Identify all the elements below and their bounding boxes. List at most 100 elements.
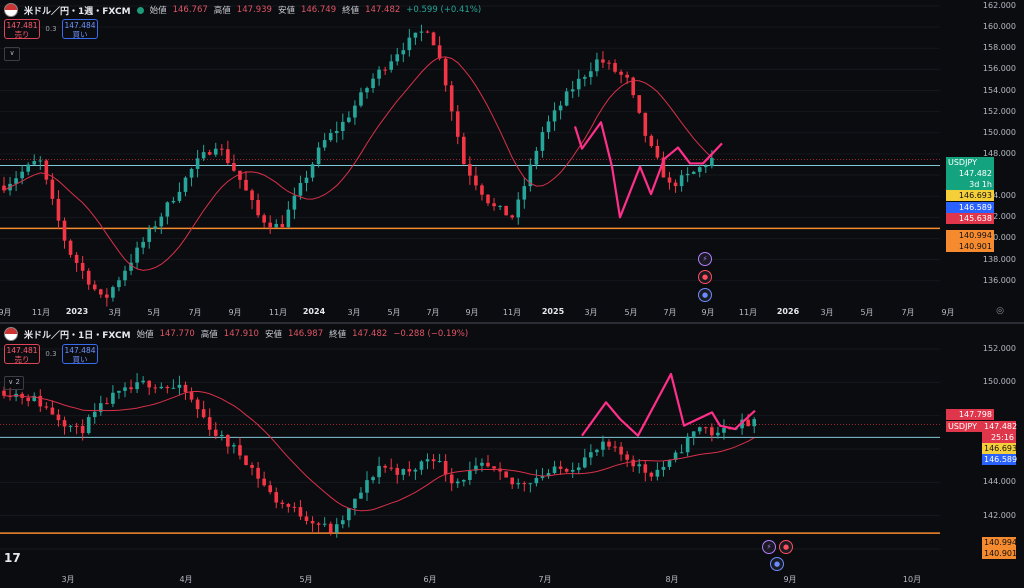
buy-button[interactable]: 147.484 買い bbox=[62, 344, 98, 364]
lightning-event-icon[interactable]: ⚡ bbox=[698, 252, 712, 266]
candle bbox=[383, 69, 387, 71]
candle bbox=[183, 177, 188, 192]
candle bbox=[177, 384, 182, 388]
weekly-symbol-title[interactable]: 米ドル／円・1週・FXCM bbox=[24, 6, 131, 17]
candle bbox=[304, 177, 309, 183]
candle bbox=[92, 411, 97, 418]
zigzag-drawing bbox=[573, 121, 723, 219]
spread-value: 0.3 bbox=[45, 25, 57, 33]
price-tick-label: 154.000 bbox=[982, 85, 1016, 95]
us-flag-event-icon[interactable]: ● bbox=[698, 288, 712, 302]
daily-candlestick-chart[interactable] bbox=[0, 324, 1024, 588]
time-tick-label: 2026 bbox=[776, 307, 800, 316]
daily-legend: 米ドル／円・1日・FXCM 始値 147.770 高値 147.910 安値 146.… bbox=[4, 327, 468, 341]
time-tick-label: 7月 bbox=[901, 308, 915, 317]
time-tick-label: 3月 bbox=[108, 308, 122, 317]
weekly-chart-pane[interactable]: 米ドル／円・1週・FXCM 始値 146.767 高値 147.939 安値 146.… bbox=[0, 0, 1024, 322]
candle bbox=[449, 85, 454, 112]
candle bbox=[207, 417, 212, 430]
blue-level-tag: 146.589 bbox=[982, 454, 1018, 465]
candle bbox=[68, 425, 73, 427]
candle bbox=[38, 160, 43, 162]
candle bbox=[316, 147, 321, 165]
collapse-legend-button[interactable]: ∨ 2 bbox=[4, 376, 24, 390]
candle bbox=[105, 403, 109, 405]
candle bbox=[613, 446, 617, 448]
candle bbox=[679, 175, 684, 187]
candle bbox=[334, 131, 339, 134]
time-tick-label: 7月 bbox=[538, 575, 552, 584]
candle bbox=[298, 507, 303, 517]
candle bbox=[14, 178, 18, 184]
candle bbox=[589, 452, 593, 458]
candle bbox=[226, 149, 230, 164]
candle bbox=[99, 403, 103, 412]
candle bbox=[667, 177, 672, 183]
moving-average-line bbox=[3, 390, 755, 512]
last-price-tag: 147.482 bbox=[946, 168, 994, 179]
open-label: 始値 bbox=[136, 330, 154, 340]
lightning-event-icon[interactable]: ⚡ bbox=[762, 540, 776, 554]
candle bbox=[389, 61, 393, 70]
candle bbox=[607, 441, 611, 447]
candle bbox=[68, 240, 73, 255]
candle bbox=[643, 112, 648, 136]
open-value: 146.767 bbox=[172, 5, 208, 15]
sell-label: 売り bbox=[14, 30, 30, 39]
candle bbox=[504, 205, 508, 216]
candle bbox=[292, 195, 297, 210]
candle bbox=[334, 524, 339, 533]
candle bbox=[274, 492, 279, 503]
candle bbox=[576, 467, 581, 470]
candle bbox=[401, 469, 406, 475]
time-tick-label: 5月 bbox=[299, 575, 313, 584]
candle bbox=[80, 262, 85, 271]
candle bbox=[359, 92, 363, 106]
sell-button[interactable]: 147.481 売り bbox=[4, 19, 40, 39]
blue-level-tag: 146.589 bbox=[946, 202, 994, 213]
candle bbox=[710, 157, 714, 167]
candle bbox=[649, 472, 654, 477]
candle bbox=[534, 477, 539, 484]
time-tick-label: 3月 bbox=[820, 308, 834, 317]
candle bbox=[238, 445, 242, 456]
candle bbox=[141, 241, 145, 248]
candle bbox=[486, 462, 490, 467]
candle bbox=[353, 105, 357, 118]
sell-button[interactable]: 147.481 売り bbox=[4, 344, 40, 364]
candle bbox=[643, 464, 648, 473]
buy-button[interactable]: 147.484 買い bbox=[62, 19, 98, 39]
us-flag-event-icon[interactable]: ● bbox=[770, 557, 784, 571]
candle bbox=[431, 32, 436, 46]
pane-divider[interactable] bbox=[0, 322, 1024, 324]
candle bbox=[462, 136, 466, 165]
tradingview-logo[interactable]: 17 bbox=[4, 551, 21, 565]
spread-value: 0.3 bbox=[45, 350, 57, 358]
collapse-legend-button[interactable]: ∨ bbox=[4, 47, 20, 61]
candle bbox=[564, 91, 569, 106]
time-tick-label: 5月 bbox=[147, 308, 161, 317]
candle bbox=[99, 289, 103, 295]
daily-symbol-title[interactable]: 米ドル／円・1日・FXCM bbox=[24, 330, 131, 341]
japan-flag-event-icon[interactable]: ● bbox=[779, 540, 793, 554]
candle bbox=[407, 37, 412, 51]
candle bbox=[50, 179, 55, 199]
price-tick-label: 138.000 bbox=[982, 254, 1016, 264]
daily-chart-pane[interactable]: 米ドル／円・1日・FXCM 始値 147.770 高値 147.910 安値 146.… bbox=[0, 324, 1024, 588]
japan-flag-event-icon[interactable]: ● bbox=[698, 270, 712, 284]
candle bbox=[540, 476, 545, 478]
price-tick-label: 136.000 bbox=[982, 275, 1016, 285]
candle bbox=[341, 121, 345, 132]
candle bbox=[552, 466, 557, 474]
time-tick-label: 5月 bbox=[387, 308, 401, 317]
price-tick-label: 158.000 bbox=[982, 43, 1016, 53]
weekly-candlestick-chart[interactable] bbox=[0, 0, 1024, 322]
candle bbox=[413, 32, 418, 38]
time-tick-label: 11月 bbox=[738, 308, 758, 317]
price-tick-label: 142.000 bbox=[982, 212, 1016, 222]
change-value: −0.288 (−0.19%) bbox=[393, 329, 469, 339]
settings-gear-icon[interactable]: ◎ bbox=[996, 306, 1004, 316]
candle bbox=[583, 77, 587, 79]
time-tick-label: 9月 bbox=[701, 308, 715, 317]
candle bbox=[673, 182, 678, 187]
